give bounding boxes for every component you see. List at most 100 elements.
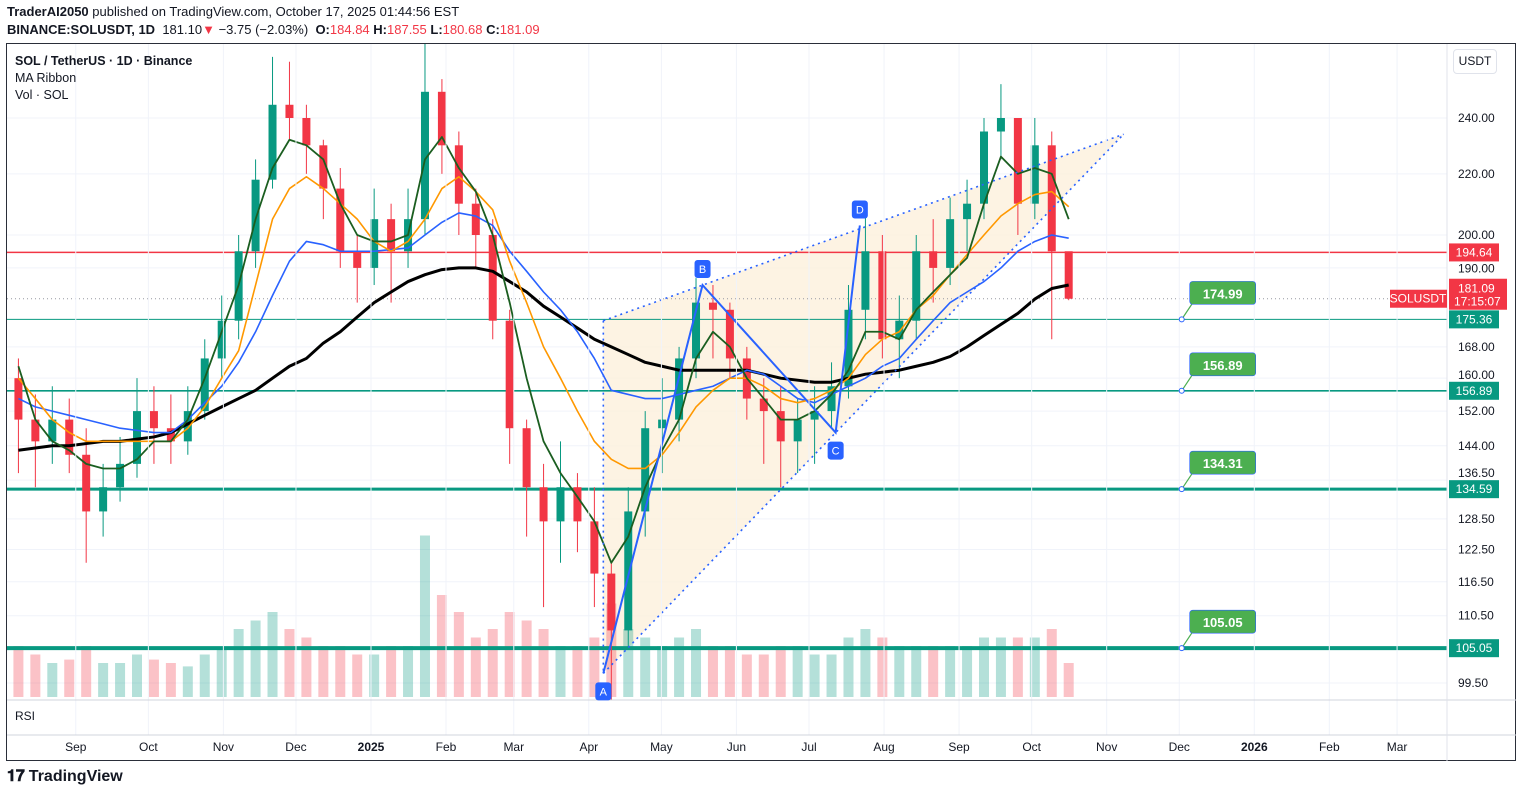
callout-label: 134.31 [1203, 456, 1243, 471]
time-axis-label: Aug [873, 740, 894, 754]
level-price-badge [1449, 381, 1499, 400]
volume-bar [928, 646, 939, 697]
volume-bar [979, 637, 989, 697]
tradingview-logo[interactable]: 𝟏𝟕 TradingView [7, 768, 123, 786]
triangle-lower-line [602, 133, 1125, 674]
candle-body [133, 411, 141, 464]
volume-bar [267, 612, 278, 697]
brand-name: TradingView [28, 768, 123, 785]
volume-bar [335, 646, 346, 697]
callout-anchor [1178, 387, 1185, 394]
time-axis-label: Nov [1096, 740, 1117, 754]
legend-title[interactable]: SOL / TetherUS · 1D · Binance [15, 54, 193, 68]
volume-bar [809, 654, 820, 697]
level-price-badge-text: 134.59 [1456, 482, 1493, 496]
pattern-label: A [600, 686, 608, 698]
pattern-label: B [699, 264, 706, 276]
candle-body [759, 398, 768, 412]
candle-body [505, 320, 514, 429]
price-axis-label: 152.00 [1458, 404, 1495, 418]
time-axis-label: Sep [948, 740, 970, 754]
close-value: 181.09 [499, 22, 540, 37]
candle-body [641, 428, 650, 512]
volume-bar [386, 646, 397, 697]
volume-bar [792, 646, 803, 697]
price-axis-label: 110.50 [1458, 609, 1494, 623]
candle-body [692, 302, 701, 359]
callout-label: 156.89 [1203, 358, 1243, 373]
legend-volume[interactable]: Vol · SOL [15, 88, 69, 102]
candle-body [624, 511, 633, 631]
candle-body [963, 203, 972, 220]
price-axis-label: 122.50 [1458, 543, 1495, 557]
high-value: 187.55 [387, 22, 427, 37]
time-axis-label: Dec [285, 740, 306, 754]
chart-frame [6, 43, 1516, 761]
candle-body [319, 145, 328, 189]
candle-body [166, 428, 175, 442]
volume-bar [453, 612, 464, 697]
level-price-badge-text: 175.36 [1456, 312, 1493, 326]
volume-bar [132, 654, 142, 697]
volume-bar [216, 649, 227, 697]
volume-bar [826, 654, 837, 697]
candle-body [48, 419, 57, 442]
time-axis-label: Oct [1022, 740, 1041, 754]
candle-body [1030, 145, 1039, 204]
price-axis-label: 240.00 [1458, 111, 1495, 125]
open-value: 184.84 [329, 22, 370, 37]
volume-bar [318, 646, 329, 697]
candle-body [82, 454, 91, 512]
time-axis-label: Dec [1169, 740, 1190, 754]
candle-body [217, 320, 226, 359]
volume-bar [301, 637, 312, 697]
pattern-point-a [595, 682, 612, 701]
triangle-upper-line [603, 133, 1124, 322]
tv-logo-icon: 𝟏𝟕 [7, 768, 25, 785]
volume-bar [674, 637, 685, 697]
ohlc-line: BINANCE:SOLUSDT, 1D 181.10▼ −3.75 (−2.03… [7, 22, 540, 37]
time-axis-label: Sep [65, 740, 87, 754]
level-price-badge [1449, 480, 1499, 499]
callout-anchor [1178, 645, 1185, 652]
candle-body [1047, 145, 1056, 252]
candle-body [658, 419, 667, 429]
candle-body [200, 358, 209, 412]
volume-bar [352, 654, 363, 697]
time-axis-label: 2025 [358, 740, 385, 754]
candle-body [387, 219, 396, 252]
last-price-text: 181.09 [1458, 282, 1495, 296]
currency-unit-button[interactable]: USDT [1453, 49, 1497, 74]
candle-body [522, 428, 531, 488]
candle-body [912, 251, 921, 321]
candle-body [302, 118, 311, 146]
candle-body [539, 487, 548, 522]
volume-bar [758, 654, 769, 697]
candle-body [725, 309, 734, 359]
price-axis-label: 128.50 [1458, 512, 1495, 526]
rsi-pane-label[interactable]: RSI [15, 709, 36, 723]
price-axis-label: 220.00 [1458, 167, 1495, 181]
volume-bar [182, 666, 193, 697]
volume-bar [572, 646, 583, 697]
volume-bar [30, 654, 41, 697]
candle-body [353, 251, 362, 268]
volume-bar [165, 663, 176, 697]
candle-body [420, 91, 429, 220]
level-price-badge-text: 156.89 [1456, 384, 1493, 398]
volume-bar [843, 637, 854, 697]
volume-bar [589, 637, 600, 697]
pattern-label: C [832, 446, 840, 458]
volume-bar [419, 535, 430, 697]
volume-bar [64, 659, 75, 697]
down-arrow-icon: ▼ [202, 22, 215, 37]
callout-box [1189, 281, 1256, 305]
candle-body [590, 521, 599, 574]
legend-ma-ribbon[interactable]: MA Ribbon [15, 71, 77, 85]
volume-bar [403, 646, 414, 697]
time-axis-label: Feb [1319, 740, 1340, 754]
candle-body [861, 251, 870, 310]
volume-bar [691, 629, 702, 697]
candle-body [471, 203, 480, 235]
